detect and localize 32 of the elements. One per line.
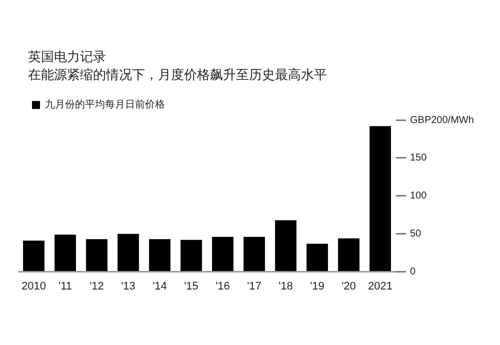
bar (212, 236, 234, 272)
y-tick-label: 100 (410, 190, 428, 202)
bar (275, 220, 296, 272)
bar (149, 239, 170, 272)
x-tick-label: 2021 (368, 280, 392, 292)
y-tick-label: 150 (410, 152, 428, 164)
bar (54, 234, 76, 272)
x-tick-label: 2010 (22, 280, 46, 292)
x-tick-label: '19 (310, 280, 324, 292)
x-tick-label: '17 (247, 280, 262, 292)
y-tick-label: 50 (410, 228, 422, 240)
x-tick-label: '18 (278, 280, 293, 292)
y-tick-label: GBP200/MWh (410, 114, 474, 126)
bar (338, 238, 360, 272)
bar (118, 234, 139, 272)
x-tick-label: '13 (121, 280, 136, 292)
bar (180, 240, 202, 272)
chart-title: 英国电力记录 (28, 49, 107, 66)
x-tick-label: '20 (342, 280, 356, 292)
bar (86, 239, 108, 272)
bar (370, 126, 391, 272)
x-tick-label: '15 (184, 280, 198, 292)
x-tick-label: '11 (58, 280, 72, 292)
bar (306, 244, 328, 272)
bar (244, 236, 265, 272)
bar (23, 240, 44, 272)
x-tick-label: '12 (90, 280, 104, 292)
x-tick-label: '16 (216, 280, 230, 292)
legend-label: 九月份的平均每月日前价格 (45, 98, 165, 111)
y-tick-label: 0 (410, 266, 416, 278)
chart-subtitle: 在能源紧缩的情况下，月度价格飙升至历史最高水平 (28, 67, 328, 84)
x-tick-label: '14 (152, 280, 167, 292)
